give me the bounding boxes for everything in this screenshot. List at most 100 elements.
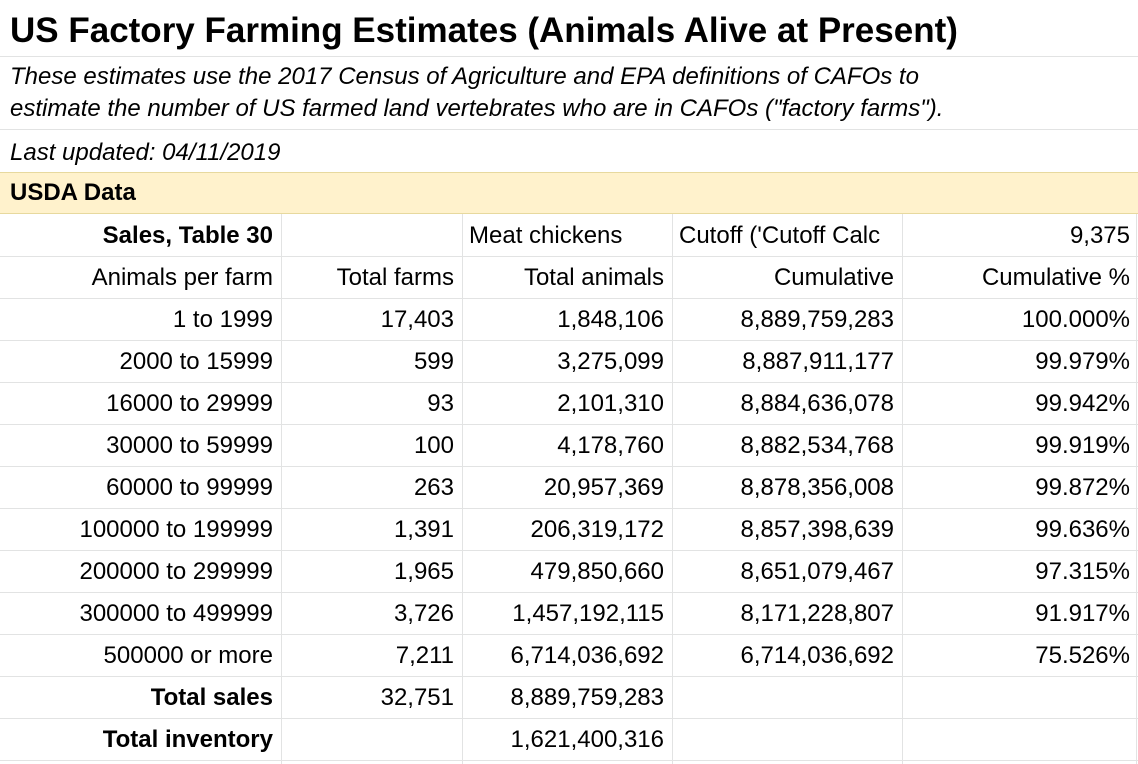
- cutoff-label-cell[interactable]: Cutoff ('Cutoff Calc: [679, 222, 881, 249]
- animal-type-cell[interactable]: Meat chickens: [469, 222, 623, 249]
- table-row: 30000 to 59999 100 4,178,760 8,882,534,7…: [0, 424, 1138, 466]
- table-cell[interactable]: 1,965: [393, 558, 454, 585]
- table-cell[interactable]: 6,714,036,692: [740, 642, 894, 669]
- table-cell[interactable]: 200000 to 299999: [79, 558, 273, 585]
- table-cell[interactable]: 1,391: [393, 516, 454, 543]
- table-cell[interactable]: 8,887,911,177: [742, 348, 894, 375]
- table-cell[interactable]: 99.872%: [1035, 474, 1130, 501]
- gridline: [0, 676, 1138, 677]
- table-cell[interactable]: 8,889,759,283: [740, 306, 894, 333]
- table-cell[interactable]: 7,211: [395, 642, 454, 669]
- table-cell[interactable]: 100: [413, 432, 454, 459]
- total-inventory-row: Total inventory 1,621,400,316: [0, 718, 1138, 760]
- table-cell[interactable]: 479,850,660: [530, 558, 664, 585]
- column-header[interactable]: Cumulative %: [981, 264, 1130, 291]
- table-cell[interactable]: 4,178,760: [557, 432, 664, 459]
- sheet-title-cell[interactable]: US Factory Farming Estimates (Animals Al…: [10, 11, 958, 50]
- table-cell[interactable]: 1 to 1999: [172, 306, 273, 333]
- table-cell[interactable]: 91.917%: [1035, 600, 1130, 627]
- last-updated-cell[interactable]: Last updated: 04/11/2019: [10, 139, 281, 166]
- table-cell[interactable]: 75.526%: [1035, 642, 1130, 669]
- cutoff-value-cell[interactable]: 9,375: [1069, 222, 1130, 249]
- table-cell[interactable]: 99.942%: [1035, 390, 1130, 417]
- table-cell[interactable]: 8,878,356,008: [740, 474, 894, 501]
- table-cell[interactable]: 97.315%: [1035, 558, 1130, 585]
- column-header-row: Animals per farm Total farms Total anima…: [0, 256, 1138, 298]
- gridline: [462, 214, 463, 764]
- table-cell[interactable]: 99.636%: [1035, 516, 1130, 543]
- table-cell[interactable]: 100000 to 199999: [79, 516, 273, 543]
- table-cell[interactable]: [281, 214, 462, 256]
- gridline: [0, 256, 1138, 257]
- table-cell[interactable]: 17,403: [380, 306, 454, 333]
- section-header-label: USDA Data: [10, 179, 136, 206]
- total-sales-animals[interactable]: 8,889,759,283: [510, 684, 664, 711]
- gridline: [0, 466, 1138, 467]
- table-cell[interactable]: 2000 to 15999: [119, 348, 273, 375]
- table-label-cell[interactable]: Sales, Table 30: [102, 222, 273, 249]
- table-cell[interactable]: 263: [413, 474, 454, 501]
- gridline: [0, 340, 1138, 341]
- table-cell[interactable]: 1,848,106: [557, 306, 664, 333]
- table-cell[interactable]: 60000 to 99999: [106, 474, 273, 501]
- table-cell[interactable]: [902, 676, 1138, 718]
- gridline: [0, 424, 1138, 425]
- gridline: [0, 718, 1138, 719]
- table-cell[interactable]: [672, 676, 902, 718]
- table-cell[interactable]: 99.979%: [1035, 348, 1130, 375]
- section-header-cell[interactable]: USDA Data: [0, 172, 1138, 214]
- gridline: [0, 56, 1138, 57]
- table-cell[interactable]: 16000 to 29999: [106, 390, 273, 417]
- column-header[interactable]: Total farms: [336, 264, 454, 291]
- total-inventory-label[interactable]: Total inventory: [102, 726, 273, 753]
- total-sales-farms[interactable]: 32,751: [380, 684, 454, 711]
- table-cell[interactable]: 30000 to 59999: [106, 432, 273, 459]
- table-cell[interactable]: 99.919%: [1035, 432, 1130, 459]
- table-cell[interactable]: 1,457,192,115: [512, 600, 664, 627]
- table-cell[interactable]: 8,171,228,807: [740, 600, 894, 627]
- column-header[interactable]: Total animals: [523, 264, 664, 291]
- table-cell[interactable]: [672, 718, 902, 760]
- total-sales-label[interactable]: Total sales: [150, 684, 273, 711]
- data-grid: Sales, Table 30 Meat chickens Cutoff ('C…: [0, 214, 1138, 764]
- table-row: 500000 or more 7,211 6,714,036,692 6,714…: [0, 634, 1138, 676]
- description-cell[interactable]: These estimates use the 2017 Census of A…: [10, 61, 1130, 127]
- table-cell[interactable]: 100.000%: [1021, 306, 1130, 333]
- table-cell[interactable]: 206,319,172: [530, 516, 664, 543]
- table-cell[interactable]: [902, 718, 1138, 760]
- table-cell[interactable]: 3,275,099: [557, 348, 664, 375]
- table-cell[interactable]: 6,714,036,692: [510, 642, 664, 669]
- table-cell[interactable]: 2,101,310: [557, 390, 664, 417]
- table-cell[interactable]: 500000 or more: [103, 642, 273, 669]
- column-header[interactable]: Cumulative: [773, 264, 894, 291]
- table-cell[interactable]: 20,957,369: [543, 474, 664, 501]
- gridline: [0, 592, 1138, 593]
- table-row: 60000 to 99999 263 20,957,369 8,878,356,…: [0, 466, 1138, 508]
- table-cell[interactable]: 599: [413, 348, 454, 375]
- gridline: [0, 129, 1138, 130]
- column-header[interactable]: Animals per farm: [91, 264, 273, 291]
- table-row: 200000 to 299999 1,965 479,850,660 8,651…: [0, 550, 1138, 592]
- table-cell[interactable]: 8,857,398,639: [740, 516, 894, 543]
- gridline: [0, 508, 1138, 509]
- table-cell[interactable]: 93: [427, 390, 454, 417]
- table-cell[interactable]: 300000 to 499999: [79, 600, 273, 627]
- gridline: [1136, 214, 1137, 764]
- table-row: 300000 to 499999 3,726 1,457,192,115 8,1…: [0, 592, 1138, 634]
- gridline: [0, 382, 1138, 383]
- table-cell[interactable]: 3,726: [393, 600, 454, 627]
- table-row: 1 to 1999 17,403 1,848,106 8,889,759,283…: [0, 298, 1138, 340]
- table-cell[interactable]: 8,882,534,768: [740, 432, 894, 459]
- total-inventory-animals[interactable]: 1,621,400,316: [510, 726, 664, 753]
- table-cell[interactable]: 8,651,079,467: [740, 558, 894, 585]
- gridline: [0, 634, 1138, 635]
- gridline: [0, 298, 1138, 299]
- table-row: 100000 to 199999 1,391 206,319,172 8,857…: [0, 508, 1138, 550]
- table-cell[interactable]: [281, 718, 462, 760]
- description-line: These estimates use the 2017 Census of A…: [10, 63, 919, 90]
- table-row: 16000 to 29999 93 2,101,310 8,884,636,07…: [0, 382, 1138, 424]
- table-header-row: Sales, Table 30 Meat chickens Cutoff ('C…: [0, 214, 1138, 256]
- table-cell[interactable]: 8,884,636,078: [740, 390, 894, 417]
- gridline: [0, 760, 1138, 761]
- description-line: estimate the number of US farmed land ve…: [10, 95, 944, 122]
